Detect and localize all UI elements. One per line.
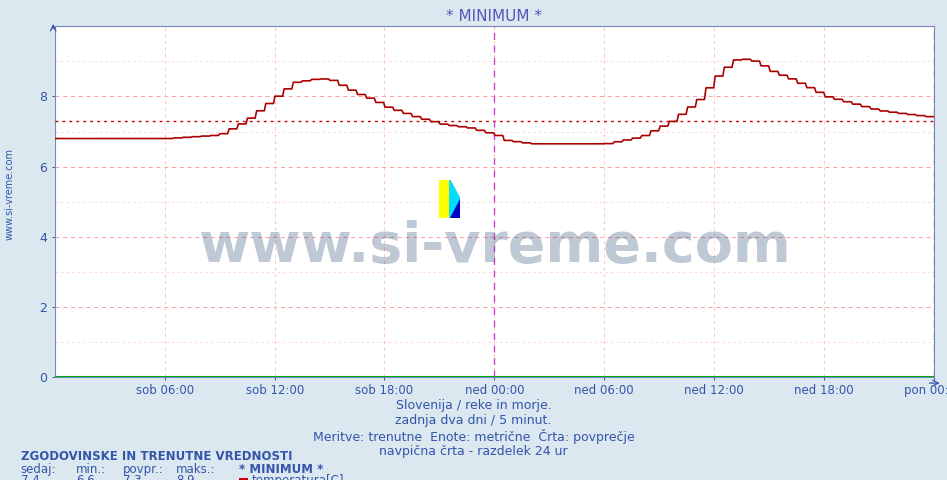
Text: min.:: min.:: [76, 463, 106, 477]
Title: * MINIMUM *: * MINIMUM *: [446, 9, 543, 24]
Text: 6,6: 6,6: [76, 474, 95, 480]
Text: Slovenija / reke in morje.: Slovenija / reke in morje.: [396, 399, 551, 412]
Text: www.si-vreme.com: www.si-vreme.com: [5, 148, 14, 240]
Text: Meritve: trenutne  Enote: metrične  Črta: povprečje: Meritve: trenutne Enote: metrične Črta: …: [313, 429, 634, 444]
Text: sedaj:: sedaj:: [21, 463, 56, 477]
Text: www.si-vreme.com: www.si-vreme.com: [198, 220, 791, 274]
Polygon shape: [450, 199, 460, 218]
Text: 7,3: 7,3: [123, 474, 142, 480]
Polygon shape: [450, 180, 460, 218]
Text: ZGODOVINSKE IN TRENUTNE VREDNOSTI: ZGODOVINSKE IN TRENUTNE VREDNOSTI: [21, 450, 293, 464]
Text: * MINIMUM *: * MINIMUM *: [239, 463, 323, 477]
Text: temperatura[C]: temperatura[C]: [252, 474, 345, 480]
Text: 8,9: 8,9: [176, 474, 195, 480]
Polygon shape: [439, 180, 450, 218]
Text: maks.:: maks.:: [176, 463, 216, 477]
Text: 7,4: 7,4: [21, 474, 40, 480]
Text: navpična črta - razdelek 24 ur: navpična črta - razdelek 24 ur: [379, 444, 568, 458]
Text: zadnja dva dni / 5 minut.: zadnja dva dni / 5 minut.: [395, 414, 552, 428]
Text: povpr.:: povpr.:: [123, 463, 164, 477]
